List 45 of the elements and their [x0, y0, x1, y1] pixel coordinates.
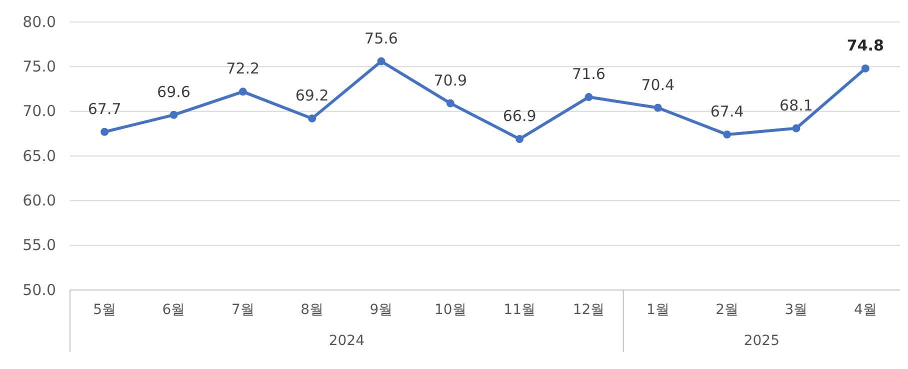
text: 2025	[744, 333, 780, 349]
data-label: 69.2	[295, 86, 329, 104]
y-tick-label: 70.0	[22, 102, 56, 120]
x-tick-label: 6월	[162, 302, 186, 318]
point	[377, 57, 386, 66]
y-tick-label: 75.0	[22, 57, 56, 76]
y-tick-label: 55.0	[22, 236, 56, 254]
point	[861, 64, 870, 72]
data-label: 71.6	[572, 65, 606, 84]
data-label: 70.4	[641, 76, 675, 94]
y-tick-label: 65.0	[22, 146, 56, 165]
data-label: 74.8	[846, 36, 884, 54]
data-label: 70.9	[434, 71, 468, 90]
point	[584, 93, 593, 102]
y-tick-label: 60.0	[22, 191, 56, 210]
x-tick-label: 9월	[370, 302, 393, 318]
y-tick-label: 50.0	[22, 280, 56, 299]
point	[516, 135, 524, 144]
y-tick-label: 80.0	[22, 12, 56, 31]
data-label: 66.9	[502, 107, 536, 126]
data-label: 67.4	[710, 102, 744, 121]
data-label: 68.1	[780, 96, 813, 114]
x-tick-label: 10월	[434, 302, 466, 318]
x-tick-label: 7월	[231, 302, 254, 318]
point	[238, 88, 247, 96]
point	[170, 110, 178, 119]
point	[723, 130, 732, 139]
x-tick-label: 4월	[854, 302, 877, 318]
x-tick-label: 11월	[504, 302, 536, 318]
point	[100, 128, 109, 136]
x-tick-label: 2월	[716, 302, 739, 318]
x-tick-label: 3월	[784, 302, 808, 318]
data-label: 72.2	[226, 60, 260, 78]
x-tick-label: 12월	[572, 302, 605, 318]
text: 2024	[328, 333, 365, 349]
data-label: 75.6	[364, 29, 398, 48]
point	[446, 99, 454, 108]
x-tick-label: 1월	[646, 302, 670, 318]
data-label: 69.6	[157, 82, 190, 101]
data-label: 67.7	[88, 100, 122, 118]
point	[792, 124, 800, 132]
point	[308, 114, 316, 122]
x-tick-label: 5월	[93, 302, 116, 318]
point	[654, 104, 662, 112]
x-tick-label: 8월	[300, 302, 324, 318]
